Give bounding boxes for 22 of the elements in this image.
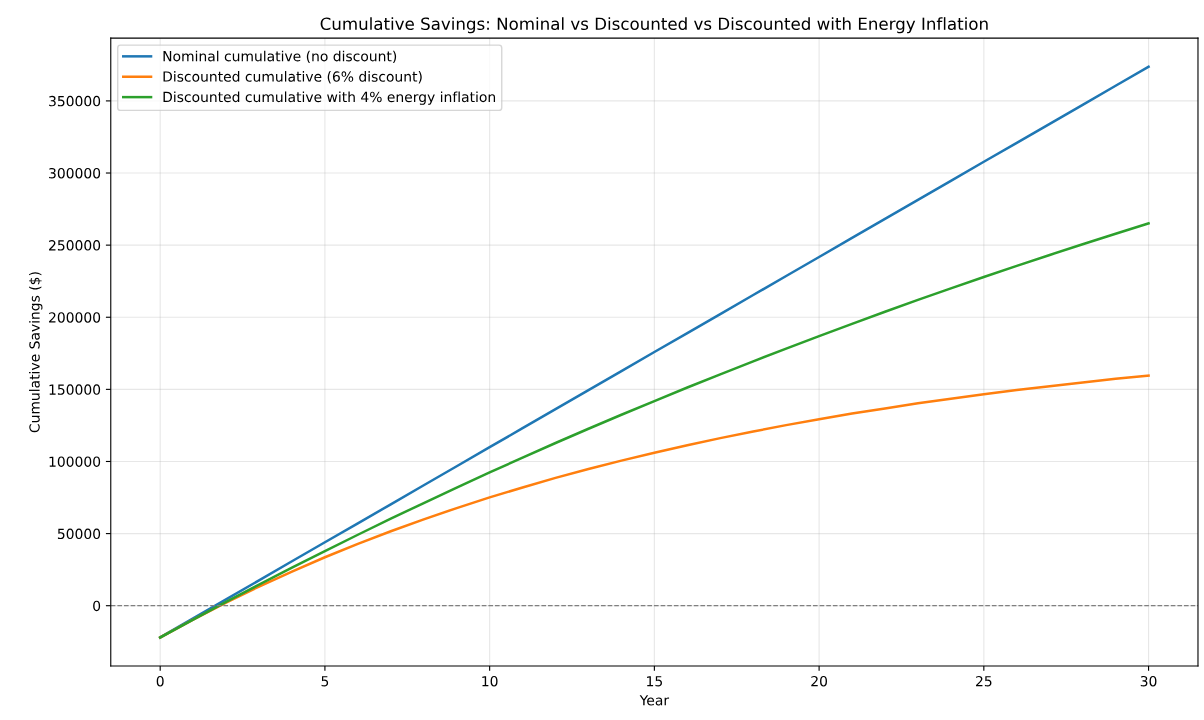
y-tick-label: 350000 xyxy=(49,95,101,107)
y-tick-label: 0 xyxy=(93,600,101,612)
y-tick-label: 200000 xyxy=(49,312,101,323)
y-tick-label: 150000 xyxy=(49,384,101,395)
x-tick-label: 0 xyxy=(156,675,164,687)
chart-title: Cumulative Savings: Nominal vs Discounted vs Discounted with Energy Inflation xyxy=(320,17,988,34)
x-tick-label: 15 xyxy=(647,676,662,687)
x-tick-label: 20 xyxy=(811,675,828,687)
y-tick-label: 300000 xyxy=(49,167,101,179)
x-axis-title: Year xyxy=(639,695,670,706)
y-axis-title: Cumulative Savings ($) xyxy=(29,272,43,433)
x-tick-label: 5 xyxy=(321,676,329,687)
y-tick-label: 50000 xyxy=(57,528,101,540)
legend-label: Nominal cumulative (no discount) xyxy=(163,50,397,64)
legend-label: Discounted cumulative (6% discount) xyxy=(163,71,422,84)
legend-label: Discounted cumulative with 4% energy inflation xyxy=(163,91,496,105)
x-tick-label: 10 xyxy=(482,675,498,687)
y-tick-label: 250000 xyxy=(49,240,101,251)
line-series xyxy=(158,222,1150,639)
y-tick-label: 100000 xyxy=(49,456,101,467)
x-tick-label: 25 xyxy=(976,675,992,687)
x-tick-label: 30 xyxy=(1140,675,1157,687)
